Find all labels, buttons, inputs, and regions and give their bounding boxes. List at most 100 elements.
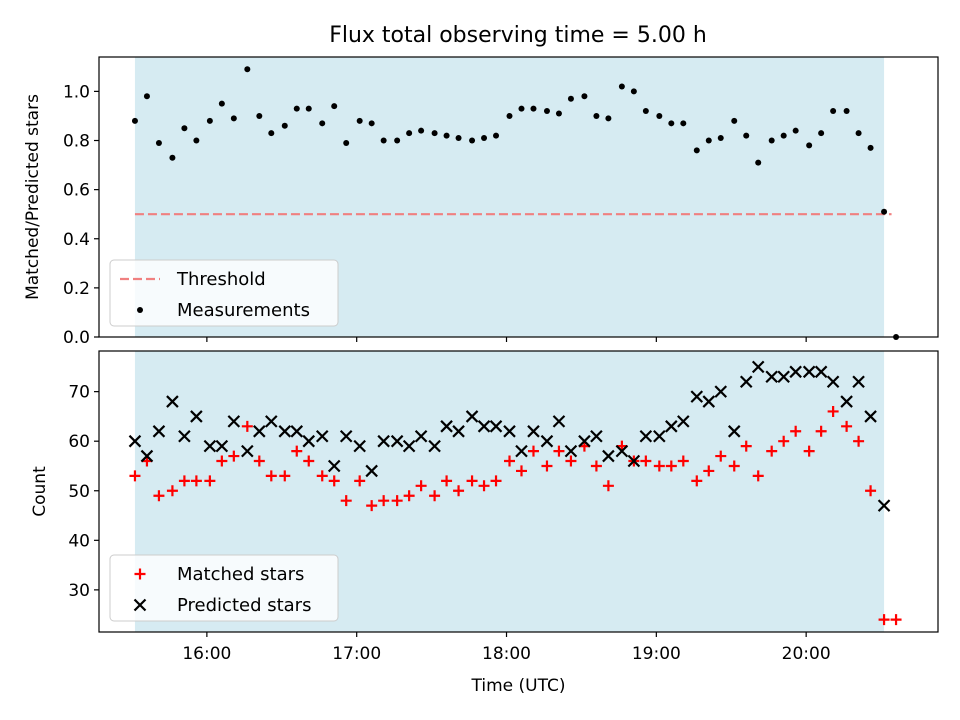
matched-star-point bbox=[590, 460, 602, 472]
x-axis-label: Time (UTC) bbox=[471, 676, 566, 696]
matched-star-point bbox=[303, 455, 315, 467]
measurement-point bbox=[206, 117, 213, 124]
matched-star-point bbox=[653, 460, 665, 472]
predicted-star-point bbox=[428, 439, 441, 453]
predicted-star-point bbox=[178, 429, 191, 443]
predicted-star-point bbox=[390, 434, 404, 448]
matched-star-point bbox=[703, 465, 715, 477]
measurement-point bbox=[493, 132, 500, 139]
measurement-point bbox=[818, 130, 825, 137]
legend-matched-swatch bbox=[134, 568, 146, 580]
predicted-star-point bbox=[564, 444, 578, 458]
measurement-point bbox=[131, 117, 138, 124]
predicted-star-point bbox=[690, 390, 704, 403]
legend: Threshold Measurements bbox=[109, 259, 339, 327]
measurement-point bbox=[855, 130, 862, 137]
matched-star-point bbox=[815, 425, 827, 437]
matched-star-point bbox=[216, 455, 228, 467]
measurement-point bbox=[218, 100, 225, 107]
predicted-star-point bbox=[639, 429, 653, 443]
matched-star-point bbox=[790, 425, 802, 437]
matched-star-point bbox=[890, 614, 902, 626]
matched-star-point bbox=[391, 495, 403, 507]
matched-star-point bbox=[265, 470, 277, 482]
y-tick-label: 30 bbox=[68, 581, 90, 601]
matched-star-point bbox=[728, 460, 740, 472]
predicted-star-point bbox=[677, 415, 690, 428]
predicted-star-point bbox=[627, 454, 641, 468]
predicted-star-point bbox=[128, 434, 142, 448]
predicted-star-point bbox=[365, 464, 378, 478]
measurement-point bbox=[281, 122, 288, 129]
predicted-star-point bbox=[353, 439, 366, 453]
measurement-point bbox=[193, 137, 200, 144]
predicted-star-point bbox=[166, 395, 179, 408]
predicted-star-point bbox=[765, 370, 778, 384]
measurement-point bbox=[806, 142, 813, 149]
axes-frame bbox=[98, 350, 939, 633]
y-axis-label: Count bbox=[30, 466, 50, 517]
matched-star-point bbox=[865, 485, 877, 497]
measurement-point bbox=[755, 159, 762, 166]
measurement-point bbox=[469, 137, 476, 144]
axes-frame bbox=[98, 56, 939, 338]
measurement-point bbox=[867, 144, 874, 151]
measurement-point bbox=[656, 112, 663, 119]
measurement-point bbox=[680, 120, 687, 127]
predicted-star-point bbox=[540, 434, 554, 448]
matched-star-point bbox=[466, 475, 478, 487]
series-matched-stars bbox=[129, 405, 902, 626]
predicted-star-point bbox=[215, 439, 229, 453]
matched-star-point bbox=[340, 495, 352, 507]
predicted-star-point bbox=[840, 395, 853, 408]
legend-label: Threshold bbox=[176, 269, 266, 290]
bottom-panel: 30 40 50 60 70 16:00 17:00 18:00 19:00 20:00 Count… bbox=[30, 350, 939, 696]
predicted-star-point bbox=[826, 375, 840, 389]
matched-star-point bbox=[640, 455, 652, 467]
matched-star-point bbox=[541, 460, 553, 472]
matched-star-point bbox=[515, 465, 527, 477]
measurement-point bbox=[244, 66, 251, 73]
series-measurements bbox=[131, 66, 900, 340]
matched-star-point bbox=[878, 614, 890, 626]
matched-star-point bbox=[691, 475, 703, 487]
measurement-point bbox=[618, 83, 625, 90]
matched-star-point bbox=[403, 490, 415, 502]
matched-star-point bbox=[740, 440, 752, 452]
measurement-point bbox=[319, 120, 326, 127]
measurement-point bbox=[155, 139, 162, 146]
predicted-star-point bbox=[714, 385, 728, 398]
predicted-star-point bbox=[751, 360, 765, 374]
measurement-point bbox=[268, 130, 275, 137]
matched-star-point bbox=[253, 455, 265, 467]
predicted-star-point bbox=[241, 444, 254, 458]
measurement-point bbox=[169, 154, 176, 161]
measurement-point bbox=[530, 105, 537, 112]
legend-label: Measurements bbox=[177, 300, 310, 321]
matched-star-point bbox=[190, 475, 202, 487]
measurement-point bbox=[230, 115, 237, 122]
y-tick-label: 50 bbox=[68, 482, 90, 502]
matched-star-point bbox=[228, 450, 240, 462]
predicted-star-point bbox=[602, 449, 615, 463]
predicted-star-point bbox=[278, 425, 292, 438]
legend: Matched stars Predicted stars bbox=[109, 554, 339, 622]
measurement-point bbox=[780, 132, 787, 139]
predicted-star-point bbox=[265, 415, 278, 428]
predicted-star-point bbox=[440, 420, 453, 433]
legend-measurement-swatch bbox=[137, 307, 143, 313]
measurement-point bbox=[518, 105, 525, 112]
measurement-point bbox=[143, 93, 150, 100]
y-tick-label: 0.4 bbox=[63, 230, 90, 250]
predicted-star-point bbox=[477, 420, 491, 433]
predicted-star-point bbox=[327, 459, 341, 473]
matched-star-point bbox=[665, 460, 677, 472]
measurement-point bbox=[455, 135, 462, 142]
matched-star-point bbox=[803, 445, 815, 457]
measurement-point bbox=[394, 137, 401, 144]
matched-star-point bbox=[766, 445, 778, 457]
matched-star-point bbox=[153, 490, 165, 502]
top-panel: 0.0 0.2 0.4 0.6 0.8 1.0 Matched/Predicted star… bbox=[23, 56, 939, 348]
matched-star-point bbox=[504, 455, 516, 467]
measurement-point bbox=[792, 127, 799, 134]
